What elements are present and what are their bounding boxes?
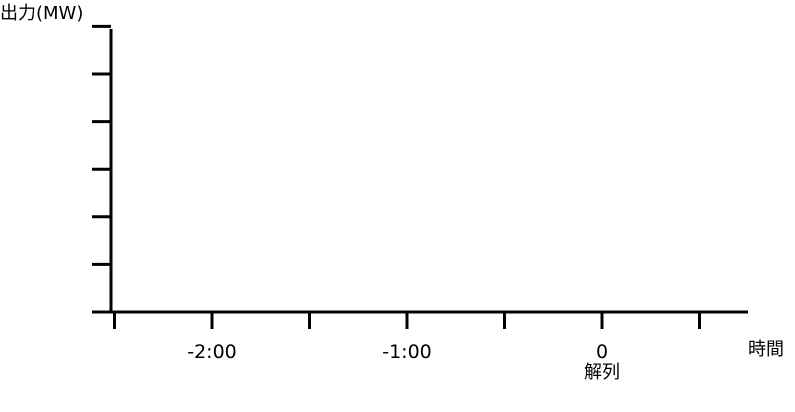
y-axis-title: 出力(MW) [0, 3, 83, 24]
axes [92, 29, 748, 314]
tick-marks [92, 24, 701, 329]
annotation-label: 解列 [584, 362, 620, 383]
x-tick-label-2: 0 [596, 341, 608, 363]
tick-labels: -2:00 -1:00 0 [187, 341, 608, 363]
x-tick-label-0: -2:00 [187, 341, 237, 363]
x-axis-title: 時間 [748, 339, 784, 360]
x-tick-label-1: -1:00 [382, 341, 432, 363]
